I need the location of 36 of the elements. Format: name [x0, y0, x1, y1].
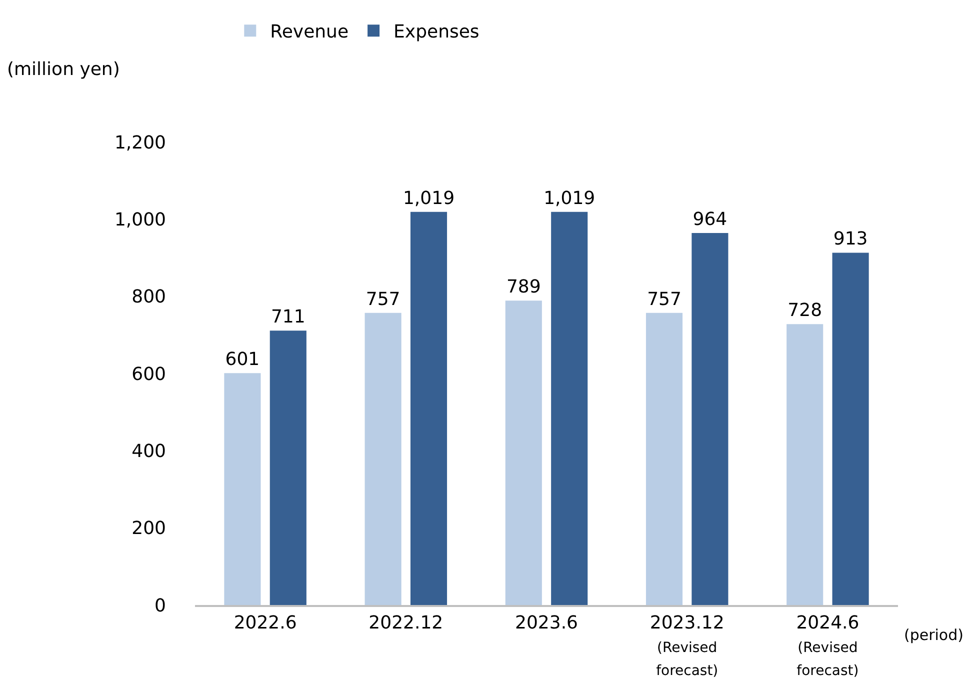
legend-label: Expenses	[394, 22, 480, 43]
x-tick-label: 2023.12 (Revised forecast)	[650, 612, 724, 680]
bar	[364, 312, 402, 605]
x-tick-label: 2022.6	[234, 612, 297, 634]
data-label: 757	[647, 288, 682, 310]
bar	[832, 252, 869, 605]
bar	[551, 212, 588, 605]
x-tick-label: 2022.12	[368, 612, 444, 634]
y-tick-label: 1,200	[114, 132, 166, 154]
bar	[692, 233, 728, 605]
x-tick-label: 2023.6	[515, 612, 578, 634]
bar	[224, 373, 261, 605]
y-tick-label: 400	[132, 440, 166, 462]
y-axis-title: (million yen)	[7, 59, 120, 80]
y-tick-label: 600	[132, 364, 166, 385]
x-tick-label: 2024.6 (Revised forecast)	[796, 612, 860, 680]
data-label: 728	[788, 300, 822, 322]
bar	[410, 212, 448, 605]
bar	[786, 324, 824, 605]
bar	[270, 330, 306, 605]
data-label: 601	[225, 349, 260, 370]
data-label: 757	[366, 288, 400, 310]
bar	[505, 300, 542, 605]
x-axis-title: (period)	[904, 626, 964, 644]
data-label: 1,019	[544, 188, 596, 209]
data-label: 964	[692, 209, 728, 230]
data-label: 913	[833, 228, 868, 250]
y-tick-label: 200	[132, 518, 166, 540]
bar	[646, 312, 683, 605]
legend-label: Revenue	[270, 22, 349, 43]
data-label: 711	[270, 306, 306, 328]
y-tick-label: 800	[132, 286, 166, 308]
data-label: 1,019	[402, 188, 455, 209]
data-label: 789	[506, 276, 541, 298]
y-tick-label: 0	[154, 595, 166, 616]
y-tick-label: 1,000	[114, 209, 166, 230]
